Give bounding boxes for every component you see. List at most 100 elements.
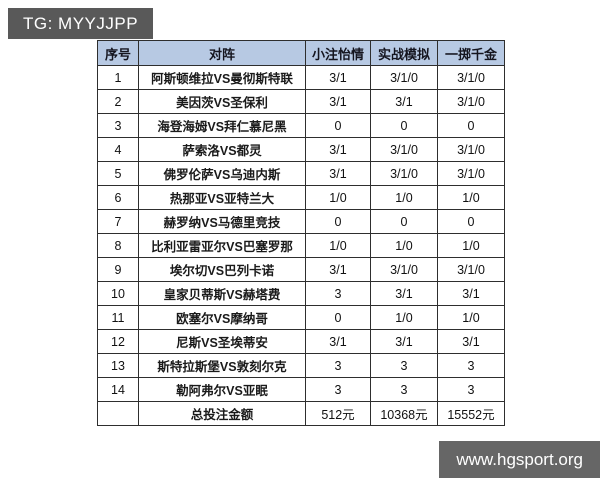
table-row: 9 埃尔切VS巴列卡诺 3/1 3/1/0 3/1/0 — [97, 257, 505, 282]
small-bet-cell: 3/1 — [305, 89, 371, 114]
table-body: 1 阿斯顿维拉VS曼彻斯特联 3/1 3/1/0 3/1/0 2 美因茨VS圣保利 3/1 3/… — [97, 65, 505, 426]
table-row: 4 萨索洛VS都灵 3/1 3/1/0 3/1/0 — [97, 137, 505, 162]
big-bet-cell: 3/1/0 — [437, 257, 505, 282]
small-bet-cell: 3 — [305, 353, 371, 378]
small-bet-cell: 0 — [305, 305, 371, 330]
total-simulation-cell: 10368元 — [370, 401, 438, 426]
table-row: 1 阿斯顿维拉VS曼彻斯特联 3/1 3/1/0 3/1/0 — [97, 65, 505, 90]
row-number-cell: 12 — [97, 329, 139, 354]
big-bet-cell: 1/0 — [437, 305, 505, 330]
website-watermark-badge: www.hgsport.org — [439, 441, 600, 478]
simulation-cell: 3/1/0 — [370, 257, 438, 282]
small-bet-cell: 1/0 — [305, 233, 371, 258]
matchup-cell: 阿斯顿维拉VS曼彻斯特联 — [138, 65, 306, 90]
table-row: 13 斯特拉斯堡VS敦刻尔克 3 3 3 — [97, 353, 505, 378]
table-header-row: 序号 对阵 小注怡情 实战模拟 一掷千金 — [97, 40, 505, 66]
big-bet-cell: 3/1/0 — [437, 161, 505, 186]
table-row: 6 热那亚VS亚特兰大 1/0 1/0 1/0 — [97, 185, 505, 210]
matchup-cell: 海登海姆VS拜仁慕尼黑 — [138, 113, 306, 138]
matchup-cell: 勒阿弗尔VS亚眠 — [138, 377, 306, 402]
table-row: 14 勒阿弗尔VS亚眠 3 3 3 — [97, 377, 505, 402]
header-serial-number: 序号 — [97, 40, 139, 66]
simulation-cell: 1/0 — [370, 305, 438, 330]
row-number-cell: 9 — [97, 257, 139, 282]
simulation-cell: 3/1/0 — [370, 65, 438, 90]
big-bet-cell: 3 — [437, 377, 505, 402]
row-number-cell: 5 — [97, 161, 139, 186]
row-number-cell: 2 — [97, 89, 139, 114]
big-bet-cell: 3/1 — [437, 329, 505, 354]
big-bet-cell: 1/0 — [437, 233, 505, 258]
header-simulation: 实战模拟 — [370, 40, 438, 66]
matchup-cell: 尼斯VS圣埃蒂安 — [138, 329, 306, 354]
row-number-cell: 10 — [97, 281, 139, 306]
table-row: 2 美因茨VS圣保利 3/1 3/1 3/1/0 — [97, 89, 505, 114]
total-empty-cell — [97, 401, 139, 426]
row-number-cell: 11 — [97, 305, 139, 330]
matchup-cell: 赫罗纳VS马德里竞技 — [138, 209, 306, 234]
row-number-cell: 13 — [97, 353, 139, 378]
matchup-cell: 欧塞尔VS摩纳哥 — [138, 305, 306, 330]
simulation-cell: 3/1 — [370, 329, 438, 354]
simulation-cell: 1/0 — [370, 185, 438, 210]
table-row: 11 欧塞尔VS摩纳哥 0 1/0 1/0 — [97, 305, 505, 330]
big-bet-cell: 3/1 — [437, 281, 505, 306]
small-bet-cell: 3/1 — [305, 65, 371, 90]
table-row: 12 尼斯VS圣埃蒂安 3/1 3/1 3/1 — [97, 329, 505, 354]
table-row: 3 海登海姆VS拜仁慕尼黑 0 0 0 — [97, 113, 505, 138]
big-bet-cell: 3/1/0 — [437, 137, 505, 162]
big-bet-cell: 3 — [437, 353, 505, 378]
total-label-cell: 总投注金额 — [138, 401, 306, 426]
simulation-cell: 0 — [370, 113, 438, 138]
matchup-cell: 斯特拉斯堡VS敦刻尔克 — [138, 353, 306, 378]
matchup-cell: 比利亚雷亚尔VS巴塞罗那 — [138, 233, 306, 258]
matchup-cell: 皇家贝蒂斯VS赫塔费 — [138, 281, 306, 306]
betting-table: 序号 对阵 小注怡情 实战模拟 一掷千金 1 阿斯顿维拉VS曼彻斯特联 3/1 3/1… — [97, 40, 505, 426]
big-bet-cell: 0 — [437, 209, 505, 234]
matchup-cell: 埃尔切VS巴列卡诺 — [138, 257, 306, 282]
small-bet-cell: 3/1 — [305, 257, 371, 282]
small-bet-cell: 3/1 — [305, 161, 371, 186]
small-bet-cell: 3 — [305, 377, 371, 402]
table-row: 5 佛罗伦萨VS乌迪内斯 3/1 3/1/0 3/1/0 — [97, 161, 505, 186]
simulation-cell: 3/1/0 — [370, 137, 438, 162]
telegram-watermark-badge: TG: MYYJJPP — [8, 8, 154, 39]
row-number-cell: 1 — [97, 65, 139, 90]
big-bet-cell: 1/0 — [437, 185, 505, 210]
row-number-cell: 7 — [97, 209, 139, 234]
simulation-cell: 1/0 — [370, 233, 438, 258]
total-big-bet-cell: 15552元 — [437, 401, 505, 426]
total-row: 总投注金额 512元 10368元 15552元 — [97, 401, 505, 426]
row-number-cell: 3 — [97, 113, 139, 138]
header-big-bet: 一掷千金 — [437, 40, 505, 66]
row-number-cell: 4 — [97, 137, 139, 162]
small-bet-cell: 3 — [305, 281, 371, 306]
table-row: 7 赫罗纳VS马德里竞技 0 0 0 — [97, 209, 505, 234]
small-bet-cell: 3/1 — [305, 329, 371, 354]
small-bet-cell: 0 — [305, 113, 371, 138]
matchup-cell: 热那亚VS亚特兰大 — [138, 185, 306, 210]
matchup-cell: 佛罗伦萨VS乌迪内斯 — [138, 161, 306, 186]
small-bet-cell: 3/1 — [305, 137, 371, 162]
small-bet-cell: 1/0 — [305, 185, 371, 210]
table-row: 10 皇家贝蒂斯VS赫塔费 3 3/1 3/1 — [97, 281, 505, 306]
matchup-cell: 美因茨VS圣保利 — [138, 89, 306, 114]
simulation-cell: 3 — [370, 377, 438, 402]
row-number-cell: 8 — [97, 233, 139, 258]
big-bet-cell: 0 — [437, 113, 505, 138]
simulation-cell: 3/1 — [370, 89, 438, 114]
total-small-bet-cell: 512元 — [305, 401, 371, 426]
big-bet-cell: 3/1/0 — [437, 89, 505, 114]
table-row: 8 比利亚雷亚尔VS巴塞罗那 1/0 1/0 1/0 — [97, 233, 505, 258]
row-number-cell: 14 — [97, 377, 139, 402]
simulation-cell: 3/1 — [370, 281, 438, 306]
small-bet-cell: 0 — [305, 209, 371, 234]
header-matchup: 对阵 — [138, 40, 306, 66]
header-small-bet: 小注怡情 — [305, 40, 371, 66]
row-number-cell: 6 — [97, 185, 139, 210]
simulation-cell: 0 — [370, 209, 438, 234]
simulation-cell: 3 — [370, 353, 438, 378]
big-bet-cell: 3/1/0 — [437, 65, 505, 90]
matchup-cell: 萨索洛VS都灵 — [138, 137, 306, 162]
simulation-cell: 3/1/0 — [370, 161, 438, 186]
